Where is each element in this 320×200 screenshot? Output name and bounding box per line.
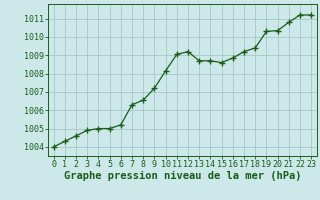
X-axis label: Graphe pression niveau de la mer (hPa): Graphe pression niveau de la mer (hPa) [64, 171, 301, 181]
